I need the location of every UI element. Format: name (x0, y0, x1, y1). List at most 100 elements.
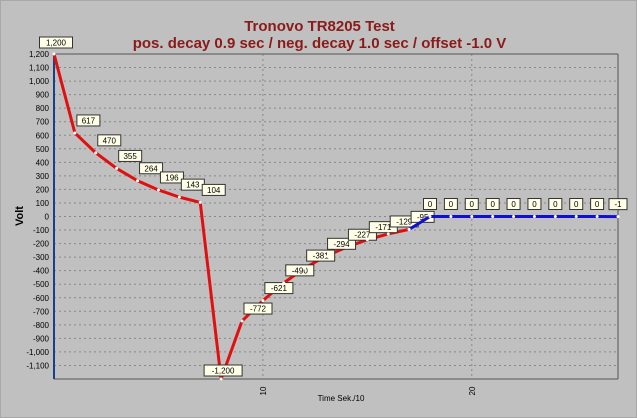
data-point (344, 245, 348, 249)
y-tick-label: -1,000 (26, 348, 49, 357)
data-point (407, 227, 411, 231)
x-tick-label: 20 (468, 386, 477, 395)
data-label: 0 (490, 200, 495, 209)
data-label-box (159, 171, 184, 184)
data-label-box (423, 198, 437, 210)
y-tick-label: 1,000 (29, 77, 50, 86)
data-label-box (464, 198, 479, 210)
y-tick-label: -800 (33, 321, 50, 330)
data-point (240, 319, 244, 323)
x-axis-label: Time Sek./10 (318, 394, 365, 403)
y-tick-label: -900 (33, 334, 50, 343)
y-tick-label: 600 (36, 131, 50, 140)
y-tick-label: 1,100 (29, 64, 50, 73)
data-label-box (306, 249, 336, 262)
data-point (470, 215, 474, 218)
series-line-1 (408, 215, 619, 231)
data-label: -490 (292, 266, 309, 275)
y-tick-label: 100 (36, 199, 50, 208)
data-label: 104 (207, 186, 221, 195)
y-tick-label: -300 (33, 253, 50, 262)
data-label-box (97, 134, 122, 147)
data-label: -171 (375, 223, 392, 232)
data-point (94, 151, 98, 155)
data-point (491, 215, 495, 218)
data-point (574, 215, 578, 218)
data-point (156, 188, 160, 192)
data-label-box (243, 302, 273, 315)
data-point (177, 195, 181, 199)
data-label: 143 (186, 181, 200, 190)
data-point (303, 266, 307, 270)
data-label-box (285, 264, 315, 277)
y-axis-label: Volt (14, 206, 26, 226)
y-tick-label: 800 (36, 104, 50, 113)
y-tick-label: -700 (33, 307, 50, 316)
data-label: -129 (396, 217, 413, 226)
data-label-box (201, 183, 226, 196)
data-point (73, 131, 77, 135)
data-point (428, 215, 432, 218)
data-point (219, 377, 223, 381)
data-label: 0 (470, 200, 475, 209)
data-label-box (569, 198, 584, 210)
data-label: 196 (165, 173, 179, 182)
data-label-box (590, 198, 605, 210)
data-label: 617 (82, 116, 96, 125)
y-tick-label: 500 (36, 145, 50, 154)
data-label: 0 (449, 200, 454, 209)
y-tick-label: 900 (36, 91, 50, 100)
data-point (198, 200, 202, 204)
data-label: -227 (354, 231, 371, 240)
data-label: -1,200 (212, 367, 235, 376)
data-label-box (264, 282, 294, 295)
y-tick-label: 1,200 (29, 50, 50, 59)
data-label: 264 (144, 164, 158, 173)
data-point (532, 215, 536, 218)
data-label: 0 (532, 200, 537, 209)
data-label-box (139, 162, 164, 175)
data-label: -772 (250, 305, 267, 314)
y-tick-label: -500 (33, 280, 50, 289)
data-label-box (327, 237, 357, 250)
data-point (52, 52, 56, 56)
data-label: -621 (271, 284, 288, 293)
data-point (261, 299, 265, 303)
y-tick-label: 700 (36, 118, 50, 127)
y-tick-label: -200 (33, 240, 50, 249)
data-label: 470 (103, 136, 117, 145)
data-label: 0 (574, 200, 579, 209)
data-label: -294 (334, 240, 351, 249)
data-label: 0 (553, 200, 558, 209)
data-point (512, 215, 516, 218)
data-label: 0 (511, 200, 516, 209)
data-label: -1 (614, 200, 622, 209)
y-tick-label: 400 (36, 158, 50, 167)
data-point (324, 254, 328, 258)
data-point (553, 215, 557, 218)
y-tick-label: -600 (33, 294, 50, 303)
data-point (282, 281, 286, 285)
data-point (616, 215, 620, 219)
data-label-box (203, 364, 243, 377)
y-tick-label: 200 (36, 185, 50, 194)
data-label-box (527, 198, 542, 210)
y-tick-label: 0 (45, 213, 50, 222)
data-label-box (506, 198, 521, 210)
data-label-box (39, 36, 73, 49)
data-label-box (76, 114, 101, 127)
data-label-box (347, 228, 377, 241)
data-point (115, 166, 119, 170)
y-tick-label: 300 (36, 172, 50, 181)
data-label-box (608, 198, 628, 211)
data-label-box (548, 198, 563, 210)
data-point (365, 238, 369, 242)
data-label-box (485, 198, 500, 210)
y-tick-label: -100 (33, 226, 50, 235)
data-point (449, 215, 453, 218)
data-point (386, 232, 390, 236)
y-tick-label: -400 (33, 267, 50, 276)
chart-title: Tronovo TR8205 Test (244, 18, 395, 35)
